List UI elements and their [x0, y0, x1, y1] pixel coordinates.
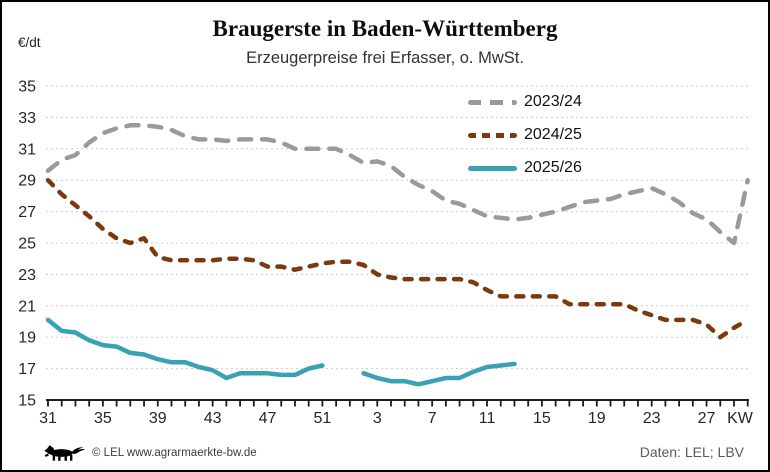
- y-axis-unit-label: €/dt: [18, 35, 41, 50]
- price-line-chart: 31 35 39 43 47 51 3 7 11 15 19 23 27 KW 15 17 19 21 23 25 27…: [18, 79, 754, 428]
- legend-swatch-dashed-short: [468, 132, 517, 138]
- data-source-text: Daten: LEL; LBV: [639, 444, 744, 460]
- x-tick-label: 39: [149, 410, 167, 427]
- legend-item-2025-26: 2025/26: [468, 158, 582, 178]
- y-tick-label: 15: [18, 393, 36, 410]
- chart-title: Braugerste in Baden-Württemberg: [212, 16, 558, 41]
- legend-label: 2023/24: [524, 93, 582, 110]
- chart-subtitle: Erzeugerpreise frei Erfasser, o. MwSt.: [246, 49, 524, 67]
- footer-branding: © LEL www.agrarmaerkte-bw.de: [44, 444, 257, 462]
- y-tick-label: 29: [18, 173, 36, 190]
- y-tick-label: 19: [18, 330, 36, 347]
- x-tick-label: 27: [698, 410, 716, 427]
- chart-legend: 2023/24 2024/25 2025/26: [468, 92, 582, 191]
- legend-label: 2025/26: [524, 159, 582, 176]
- x-tick-label: 47: [259, 410, 277, 427]
- series-line-2025-26: [45, 317, 517, 387]
- series-line-2023-24: [45, 123, 750, 246]
- x-tick-label: 15: [533, 410, 551, 427]
- y-tick-label: 33: [18, 110, 36, 127]
- legend-swatch-dashed-long: [468, 99, 517, 105]
- x-tick-label: 7: [428, 410, 437, 427]
- legend-item-2024-25: 2024/25: [468, 125, 582, 145]
- y-tick-label: 31: [18, 141, 36, 158]
- x-tick-label: 43: [204, 410, 222, 427]
- copyright-text: © LEL www.agrarmaerkte-bw.de: [92, 447, 257, 459]
- legend-swatch-solid: [468, 165, 517, 171]
- x-axis-unit-label: KW: [727, 410, 754, 427]
- legend-item-2023-24: 2023/24: [468, 92, 582, 112]
- x-tick-label: 19: [588, 410, 606, 427]
- y-tick-label: 27: [18, 204, 36, 221]
- legend-label: 2024/25: [524, 126, 582, 143]
- y-tick-label: 21: [18, 298, 36, 315]
- x-tick-label: 3: [373, 410, 382, 427]
- x-tick-label: 51: [314, 410, 332, 427]
- x-tick-label: 35: [94, 410, 112, 427]
- y-tick-label: 35: [18, 79, 36, 96]
- series-line-2024-25: [45, 177, 750, 340]
- y-tick-label: 23: [18, 267, 36, 284]
- bw-lion-logo: [44, 445, 86, 461]
- x-tick-label: 23: [643, 410, 661, 427]
- x-tick-label: 31: [39, 410, 57, 427]
- x-tick-label: 11: [479, 410, 496, 427]
- y-tick-label: 17: [18, 361, 36, 378]
- y-tick-label: 25: [18, 236, 36, 253]
